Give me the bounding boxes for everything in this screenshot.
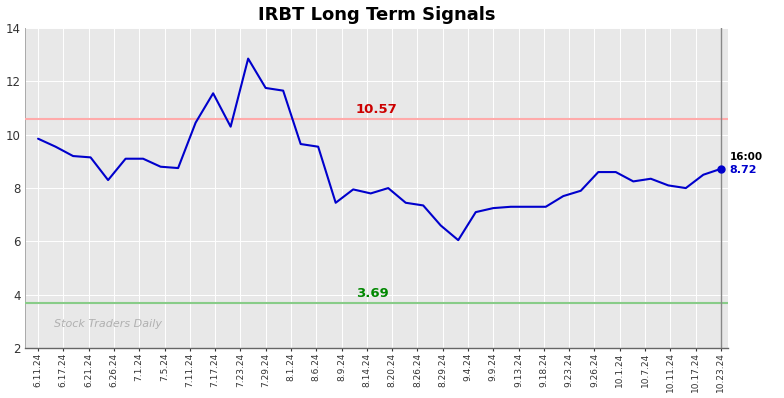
- Text: 10.57: 10.57: [356, 103, 397, 116]
- Text: Stock Traders Daily: Stock Traders Daily: [53, 319, 162, 329]
- Text: 8.72: 8.72: [730, 165, 757, 175]
- Text: 16:00: 16:00: [730, 152, 763, 162]
- Title: IRBT Long Term Signals: IRBT Long Term Signals: [258, 6, 495, 23]
- Text: 3.69: 3.69: [356, 287, 389, 300]
